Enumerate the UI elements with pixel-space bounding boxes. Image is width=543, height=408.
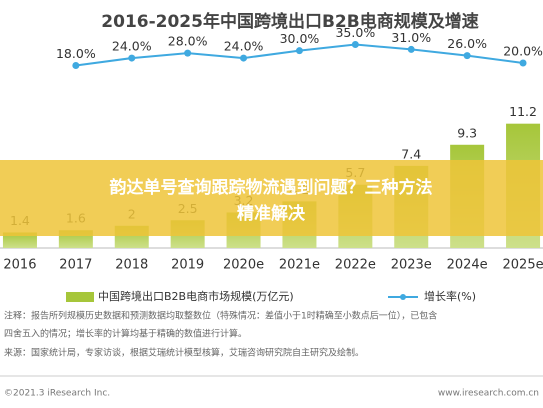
- data-label: 24.0%: [224, 39, 264, 54]
- data-label: 26.0%: [447, 36, 487, 51]
- copyright: ©2021.3 iResearch Inc.: [4, 389, 110, 399]
- chart-title: 2016-2025年中国跨境出口B2B电商规模及增速: [101, 11, 478, 32]
- website: www.iresearch.com.cn: [438, 389, 539, 399]
- legend-swatch: [66, 292, 94, 302]
- x-tick-label: 2025e: [503, 258, 543, 273]
- point: [295, 47, 303, 55]
- x-tick-label: 2016: [3, 258, 36, 273]
- data-label: 35.0%: [335, 25, 375, 40]
- data-label: 30.0%: [280, 31, 320, 46]
- data-label: 7.4: [401, 146, 421, 161]
- point: [519, 59, 527, 67]
- note: 四舍五入的情况；增长率的计算均基于精确的数值进行计算。: [4, 328, 247, 340]
- x-tick-label: 2017: [59, 258, 92, 273]
- point: [240, 54, 248, 62]
- point: [463, 52, 471, 60]
- bar: [2, 232, 37, 248]
- data-label: 24.0%: [112, 39, 152, 54]
- note: 注释：报告所列规模历史数据和预测数据均取整数位（特殊情况：差值小于1时精确至小数…: [4, 310, 437, 322]
- x-tick-label: 2022e: [335, 258, 376, 273]
- data-label: 11.2: [509, 104, 537, 119]
- banner-line: 精准解决: [237, 203, 306, 224]
- x-tick-label: 2021e: [279, 258, 320, 273]
- x-tick-label: 2019: [171, 258, 204, 273]
- x-tick-label: 2020e: [223, 258, 264, 273]
- data-label: 28.0%: [168, 34, 208, 49]
- note: 来源：国家统计局，专家访谈，根据艾瑞统计模型核算，艾瑞咨询研究院自主研究及绘制。: [4, 347, 364, 359]
- x-tick-label: 2018: [115, 258, 148, 273]
- data-label: 18.0%: [56, 46, 96, 61]
- banner-bg: [0, 160, 543, 236]
- data-label: 9.3: [457, 125, 477, 140]
- point: [407, 45, 415, 53]
- legend-swatch: [400, 294, 406, 300]
- x-tick-label: 2024e: [447, 258, 488, 273]
- legend-label: 中国跨境出口B2B电商市场规模(万亿元): [98, 289, 294, 303]
- data-label: 31.0%: [391, 30, 431, 45]
- x-tick-label: 2023e: [391, 258, 432, 273]
- data-label: 20.0%: [503, 44, 543, 59]
- banner-line: 韵达单号查询跟踪物流遇到问题？三种方法: [110, 177, 433, 198]
- point: [72, 61, 80, 69]
- point: [351, 41, 359, 48]
- point: [184, 49, 192, 57]
- point: [128, 54, 136, 62]
- legend-label: 增长率(%): [424, 289, 476, 303]
